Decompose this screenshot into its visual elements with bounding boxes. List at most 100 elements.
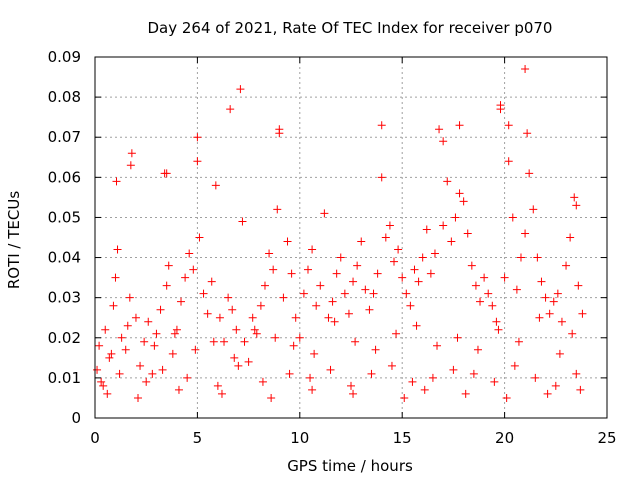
data-point: [412, 321, 421, 330]
data-point: [373, 269, 382, 278]
data-points: [93, 65, 587, 402]
data-point: [215, 313, 224, 322]
chart-title: Day 264 of 2021, Rate Of TEC Index for r…: [148, 19, 553, 37]
data-point: [148, 369, 157, 378]
data-point: [224, 293, 233, 302]
data-point: [369, 289, 378, 298]
x-tick-label: 25: [597, 429, 616, 447]
data-point: [273, 205, 282, 214]
data-point: [510, 361, 519, 370]
data-point: [95, 341, 104, 350]
data-point: [299, 289, 308, 298]
data-point: [500, 273, 509, 282]
data-point: [469, 369, 478, 378]
data-point: [525, 169, 534, 178]
data-point: [512, 285, 521, 294]
data-point: [531, 373, 540, 382]
data-point: [213, 381, 222, 390]
data-point: [529, 205, 538, 214]
data-point: [516, 253, 525, 262]
data-point: [269, 265, 278, 274]
data-point: [426, 269, 435, 278]
y-tick-label: 0.06: [48, 168, 81, 186]
data-point: [234, 361, 243, 370]
y-tick-label: 0: [71, 409, 81, 427]
data-point: [377, 173, 386, 182]
grid-lines: [95, 57, 607, 418]
data-point: [488, 301, 497, 310]
data-point: [109, 301, 118, 310]
data-point: [344, 309, 353, 318]
data-point: [181, 273, 190, 282]
x-tick-label: 5: [193, 429, 203, 447]
data-point: [490, 377, 499, 386]
data-point: [566, 233, 575, 242]
data-point: [521, 229, 530, 238]
y-tick-label: 0.01: [48, 369, 81, 387]
data-point: [191, 345, 200, 354]
data-point: [112, 177, 121, 186]
data-point: [549, 297, 558, 306]
data-point: [158, 365, 167, 374]
y-axis-title: ROTI / TECUs: [5, 191, 23, 289]
data-point: [443, 177, 452, 186]
data-point: [287, 269, 296, 278]
data-point: [320, 209, 329, 218]
data-point: [328, 297, 337, 306]
data-point: [361, 285, 370, 294]
data-point: [523, 129, 532, 138]
data-point: [131, 313, 140, 322]
data-point: [99, 381, 108, 390]
data-point: [471, 281, 480, 290]
data-point: [308, 385, 317, 394]
data-point: [220, 337, 229, 346]
y-tick-labels: 0 0.01 0.02 0.03 0.04 0.05 0.06 0.07 0.08 0.09: [48, 48, 81, 427]
data-point: [494, 325, 503, 334]
x-tick-label: 20: [495, 429, 514, 447]
data-point: [439, 221, 448, 230]
data-point: [408, 377, 417, 386]
data-point: [228, 305, 237, 314]
x-tick-label: 15: [393, 429, 412, 447]
data-point: [428, 373, 437, 382]
data-point: [236, 85, 245, 94]
data-point: [217, 389, 226, 398]
data-point: [312, 301, 321, 310]
data-point: [381, 233, 390, 242]
data-point: [177, 297, 186, 306]
data-point: [394, 245, 403, 254]
data-point: [402, 289, 411, 298]
data-point: [142, 377, 151, 386]
data-point: [430, 249, 439, 258]
data-point: [496, 101, 505, 110]
data-point: [508, 213, 517, 222]
data-point: [326, 365, 335, 374]
data-point: [111, 273, 120, 282]
data-point: [240, 337, 249, 346]
plot-frame: [94, 56, 608, 419]
data-point: [476, 297, 485, 306]
data-point: [484, 289, 493, 298]
data-point: [170, 329, 179, 338]
data-point: [172, 325, 181, 334]
data-point: [203, 309, 212, 318]
data-point: [283, 237, 292, 246]
data-point: [310, 349, 319, 358]
data-point: [103, 389, 112, 398]
data-point: [504, 157, 513, 166]
data-point: [232, 325, 241, 334]
data-point: [308, 245, 317, 254]
data-point: [136, 361, 145, 370]
data-point: [164, 261, 173, 270]
data-point: [543, 389, 552, 398]
data-point: [480, 273, 489, 282]
data-point: [455, 189, 464, 198]
data-point: [306, 373, 315, 382]
data-point: [324, 313, 333, 322]
data-point: [349, 277, 358, 286]
data-point: [271, 333, 280, 342]
data-point: [340, 289, 349, 298]
data-point: [248, 313, 257, 322]
data-point: [406, 301, 415, 310]
data-point: [189, 265, 198, 274]
